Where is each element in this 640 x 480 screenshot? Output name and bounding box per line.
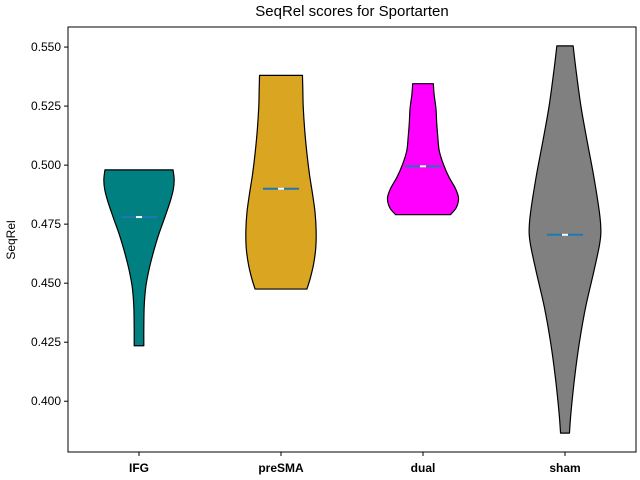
violin-sham — [528, 45, 602, 434]
y-tick-label: 0.475 — [31, 217, 61, 231]
y-tick-label: 0.500 — [31, 158, 61, 172]
y-tick-label: 0.400 — [31, 394, 61, 408]
x-tick-label-ifg: IFG — [129, 461, 149, 475]
x-tick-label-sham: sham — [549, 461, 580, 475]
x-tick-label-dual: dual — [411, 461, 436, 475]
plot-area — [103, 45, 602, 434]
y-tick-label: 0.525 — [31, 99, 61, 113]
violin-dual — [386, 83, 460, 216]
y-axis-label: SeqRel — [4, 220, 18, 259]
violin-ifg — [103, 169, 175, 347]
plot-frame — [67, 26, 637, 453]
x-axis: IFG preSMA dual sham — [129, 452, 581, 475]
y-tick-label: 0.450 — [31, 276, 61, 290]
y-axis: 0.400 0.425 0.450 0.475 0.500 0.525 0.550 — [31, 40, 68, 408]
violin-presma — [245, 74, 317, 290]
chart-title: SeqRel scores for Sportarten — [255, 3, 448, 20]
y-tick-label: 0.550 — [31, 40, 61, 54]
x-tick-label-presma: preSMA — [258, 461, 304, 475]
y-tick-label: 0.425 — [31, 335, 61, 349]
